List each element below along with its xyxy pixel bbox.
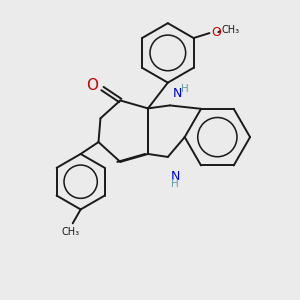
Text: N: N (173, 88, 182, 100)
Text: H: H (181, 83, 188, 94)
Text: H: H (171, 179, 178, 189)
Text: O: O (212, 26, 221, 39)
Text: CH₃: CH₃ (221, 25, 239, 35)
Text: O: O (86, 78, 98, 93)
Text: CH₃: CH₃ (62, 227, 80, 237)
Text: N: N (171, 170, 180, 183)
